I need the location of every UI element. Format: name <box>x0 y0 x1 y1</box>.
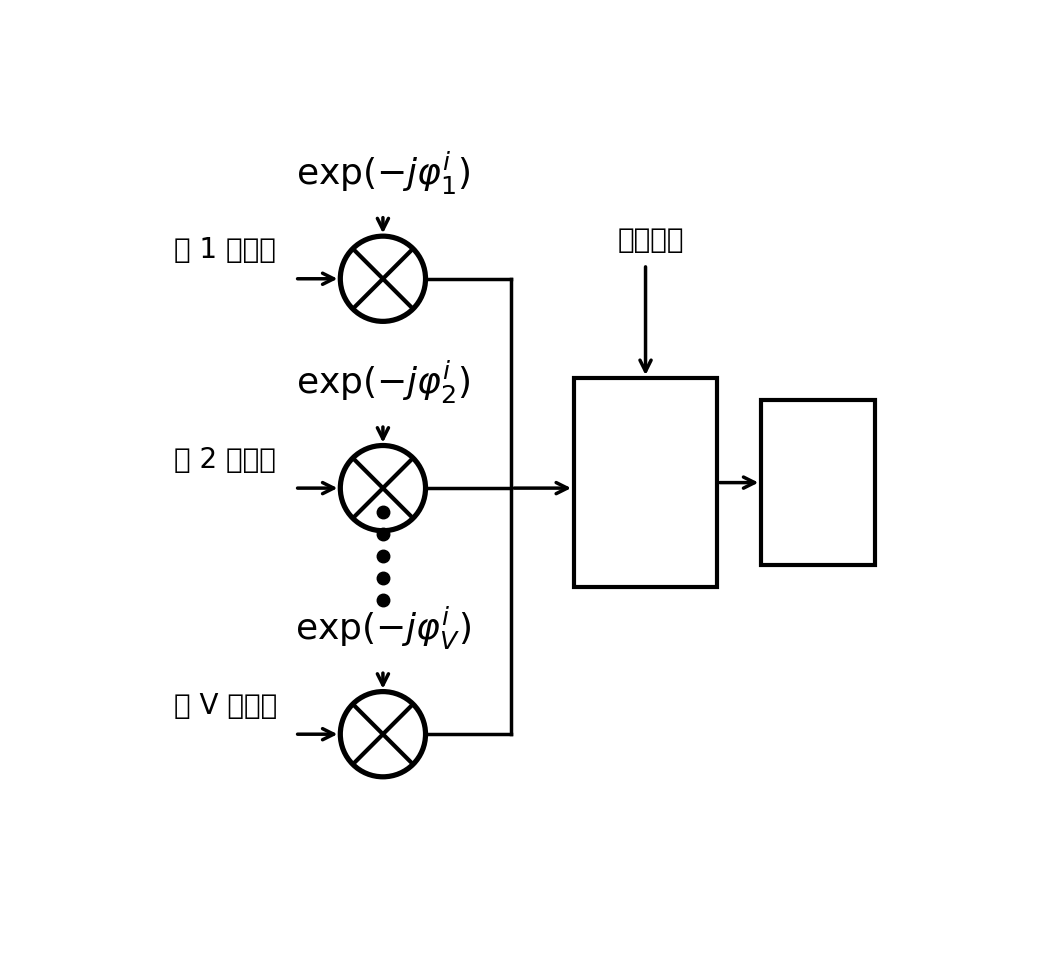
Text: $\mathrm{exp}(-j\varphi_V^i)$: $\mathrm{exp}(-j\varphi_V^i)$ <box>295 604 471 652</box>
Text: 第 V 个子块: 第 V 个子块 <box>174 691 277 720</box>
Text: IFFT: IFFT <box>787 469 849 497</box>
Text: $\mathrm{exp}(-j\varphi_2^i)$: $\mathrm{exp}(-j\varphi_2^i)$ <box>296 358 471 406</box>
Bar <box>761 400 875 566</box>
Bar <box>574 378 717 588</box>
Text: $\mathrm{exp}(-j\varphi_1^i)$: $\mathrm{exp}(-j\varphi_1^i)$ <box>296 150 471 196</box>
Text: 导频序列: 导频序列 <box>617 226 684 253</box>
Text: 第 2 个子块: 第 2 个子块 <box>174 445 276 474</box>
Text: PTS 分
组映射: PTS 分 组映射 <box>604 448 688 517</box>
Text: 第 1 个子块: 第 1 个子块 <box>174 236 276 264</box>
